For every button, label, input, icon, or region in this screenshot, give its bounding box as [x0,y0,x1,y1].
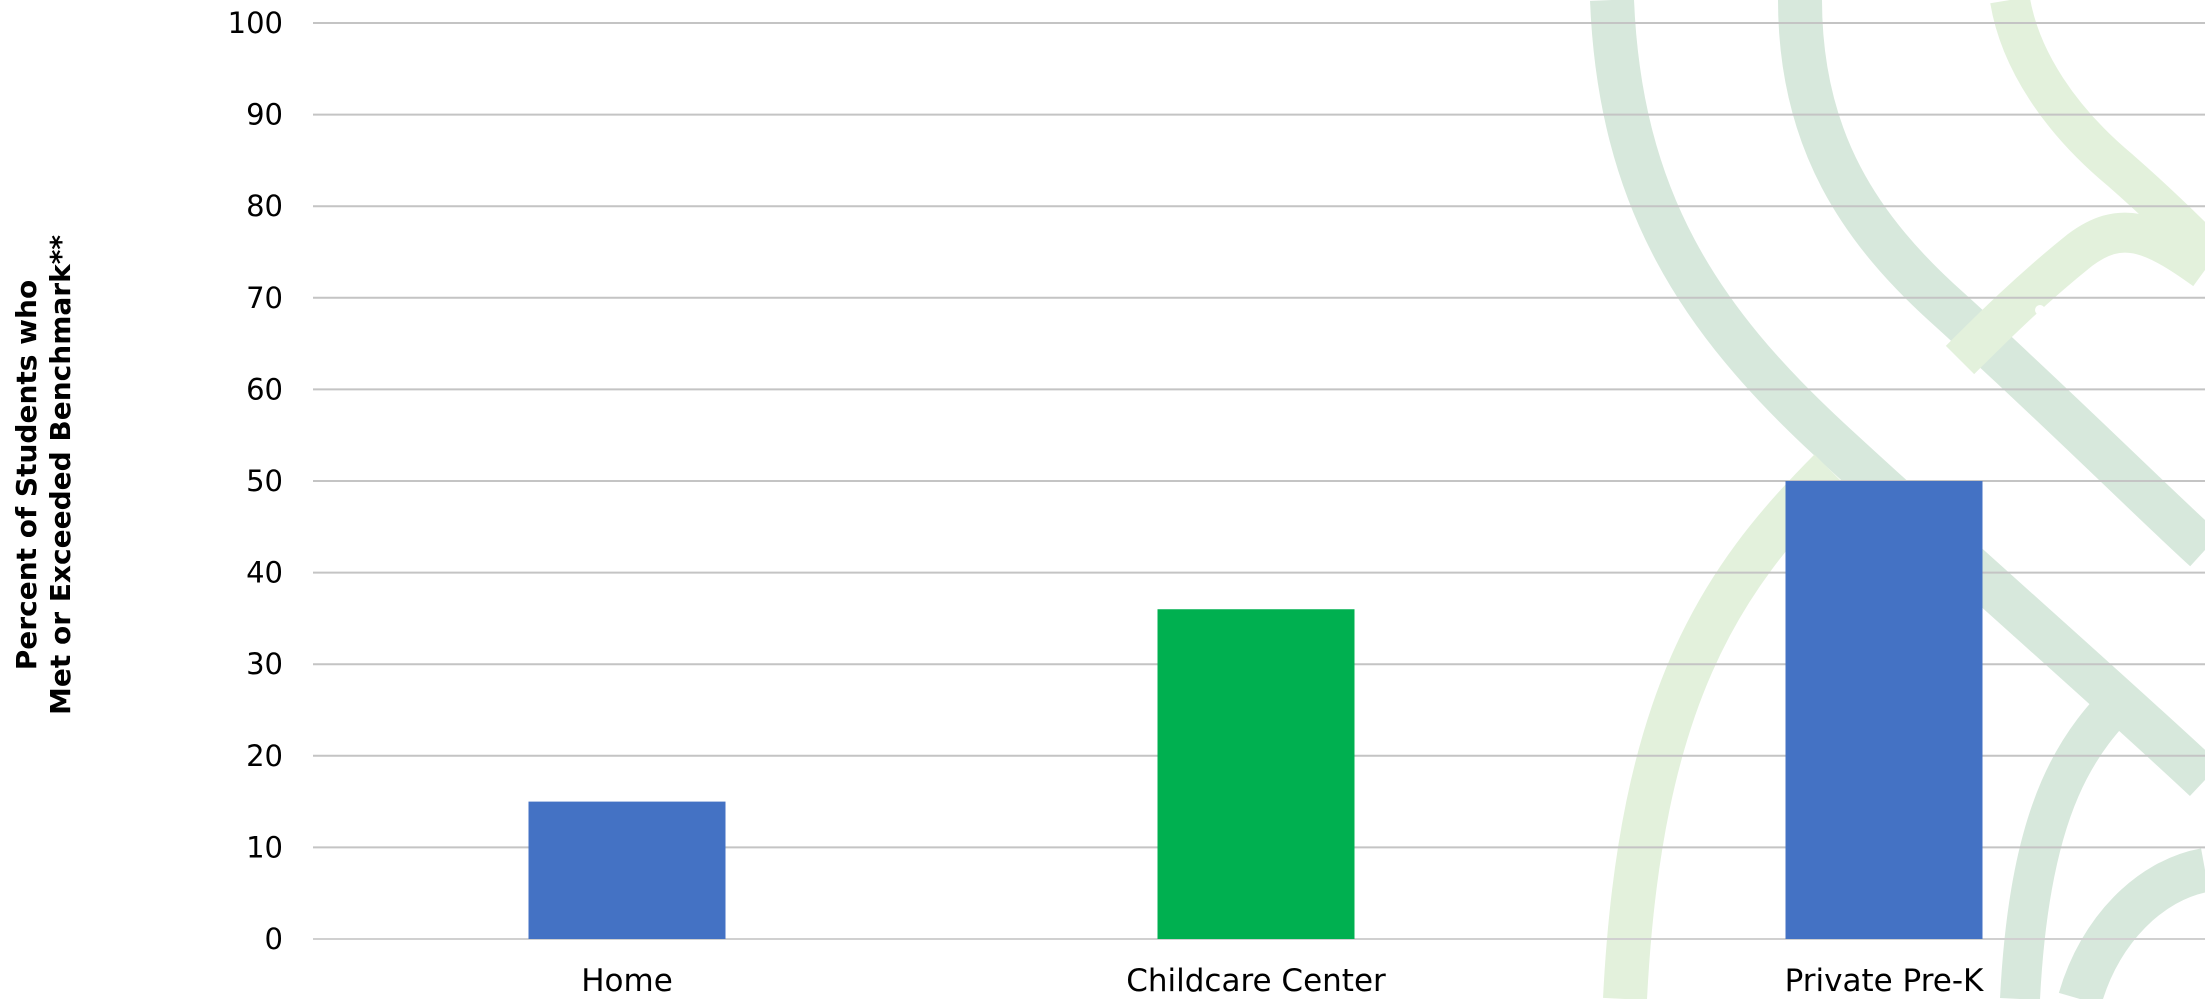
bar-private-pre-k [1785,481,1983,939]
y-tick-label: 50 [246,464,283,498]
y-tick-label: 0 [265,922,283,956]
y-tick-label: 20 [246,739,283,773]
y-tick-label: 70 [246,281,283,315]
y-axis-title-line-1: Percent of Students who [10,280,43,670]
y-tick-label: 60 [246,372,283,406]
y-axis-title-line-2: Met or Exceeded Benchmark** [44,235,77,715]
x-category-label: Childcare Center [1126,963,1386,999]
x-axis-categories: Home Childcare Center Private Pre-K [581,963,1984,999]
y-tick-label: 80 [246,189,283,223]
bars [528,481,1983,939]
x-category-label: Private Pre-K [1785,963,1984,999]
y-tick-label: 100 [228,6,283,40]
bar-childcare-center [1157,609,1355,939]
bar-home [528,801,726,939]
y-axis-ticks: 0 10 20 30 40 50 60 70 80 90 100 [228,6,283,956]
y-tick-label: 30 [246,647,283,681]
y-tick-label: 10 [246,830,283,864]
x-category-label: Home [581,963,673,999]
y-axis-title: Percent of Students who Met or Exceeded … [10,235,77,715]
y-tick-label: 90 [246,98,283,132]
y-tick-label: 40 [246,556,283,590]
